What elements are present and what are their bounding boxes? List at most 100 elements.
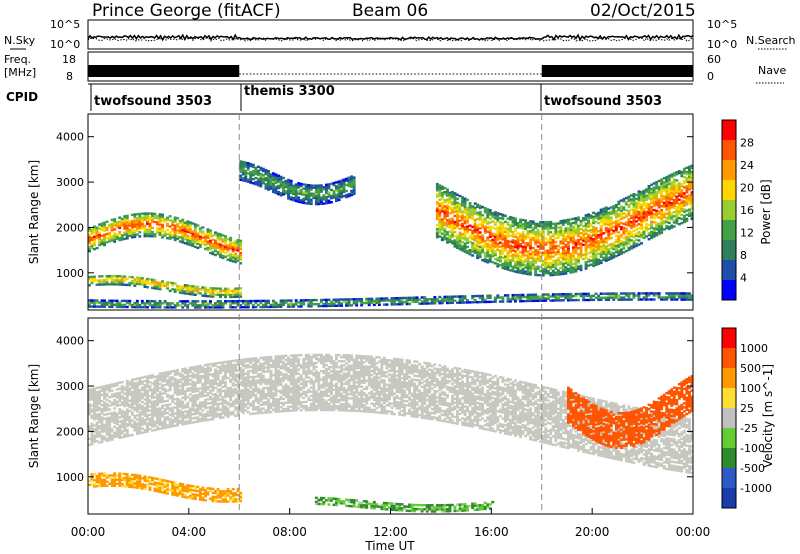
data-cell	[214, 247, 217, 251]
data-cell	[672, 211, 676, 214]
data-cell	[561, 295, 565, 298]
data-cell	[173, 420, 177, 423]
data-cell	[587, 233, 590, 237]
data-cell	[193, 223, 197, 226]
data-cell	[186, 224, 190, 227]
data-cell	[98, 406, 101, 409]
data-cell	[486, 230, 490, 233]
data-cell	[506, 243, 510, 247]
data-cell	[239, 241, 243, 245]
data-cell	[564, 266, 568, 269]
data-cell	[619, 225, 623, 229]
data-cell	[95, 228, 99, 231]
data-cell	[604, 206, 608, 209]
data-cell	[541, 239, 545, 242]
data-cell	[304, 196, 308, 199]
data-cell	[130, 305, 134, 309]
data-cell	[655, 223, 659, 227]
data-cell	[456, 295, 459, 298]
data-cell	[390, 301, 394, 304]
data-cell	[516, 262, 520, 266]
data-cell	[627, 222, 631, 225]
data-cell	[140, 299, 144, 303]
data-cell	[461, 222, 464, 226]
data-cell	[297, 196, 301, 199]
data-cell	[473, 243, 477, 246]
data-cell	[690, 215, 694, 219]
data-cell	[148, 423, 152, 427]
data-cell	[264, 301, 268, 305]
data-cell	[277, 176, 280, 179]
data-cell	[597, 240, 601, 243]
data-cell	[146, 389, 149, 392]
data-cell	[526, 252, 530, 255]
data-cell	[640, 207, 643, 210]
data-cell	[372, 303, 376, 307]
data-cell	[377, 299, 381, 302]
data-cell	[229, 295, 233, 299]
data-cell	[204, 243, 207, 246]
data-cell	[677, 294, 681, 297]
colorbar-swatch	[722, 140, 736, 161]
data-cell	[138, 428, 142, 431]
data-cell	[443, 229, 447, 233]
data-cell	[453, 196, 457, 199]
data-cell	[115, 237, 119, 240]
data-cell	[90, 437, 94, 440]
data-cell	[256, 169, 260, 173]
data-cell	[541, 274, 545, 277]
data-cell	[176, 288, 180, 292]
data-cell	[251, 163, 255, 167]
data-cell	[627, 248, 631, 252]
data-cell	[196, 300, 200, 303]
data-cell	[322, 186, 326, 189]
data-cell	[108, 301, 112, 304]
cpid-label: CPID	[6, 90, 38, 104]
data-cell	[501, 213, 505, 217]
data-cell	[216, 232, 220, 235]
data-cell	[418, 302, 422, 305]
data-cell	[690, 294, 694, 297]
data-cell	[531, 293, 535, 296]
data-cell	[95, 405, 99, 408]
data-cell	[582, 294, 585, 298]
data-cell	[188, 231, 192, 234]
data-cell	[599, 259, 603, 263]
data-cell	[582, 253, 585, 257]
data-cell	[622, 236, 626, 240]
data-cell	[198, 288, 202, 291]
data-cell	[642, 208, 646, 211]
noise-tick-bottom-left: 10^0	[50, 38, 80, 51]
data-cell	[589, 251, 593, 254]
data-cell	[325, 185, 328, 189]
data-cell	[567, 267, 570, 271]
data-cell	[113, 234, 117, 237]
data-cell	[186, 286, 190, 289]
data-cell	[146, 220, 149, 223]
data-cell	[680, 298, 684, 301]
data-cell	[135, 430, 139, 433]
data-cell	[685, 176, 689, 180]
data-cell	[246, 168, 250, 171]
data-cell	[130, 401, 134, 404]
data-cell	[148, 226, 152, 230]
data-cell	[456, 203, 459, 207]
data-cell	[156, 397, 159, 400]
data-cell	[549, 265, 553, 269]
data-cell	[88, 398, 91, 402]
data-cell	[473, 301, 477, 304]
data-cell	[95, 279, 99, 282]
data-cell	[587, 229, 590, 233]
data-cell	[632, 235, 636, 239]
data-cell	[456, 193, 459, 196]
data-cell	[609, 253, 613, 256]
data-cell	[204, 400, 207, 404]
data-cell	[501, 244, 505, 247]
data-cell	[597, 230, 601, 233]
data-cell	[148, 299, 152, 303]
date-title: 02/Oct/2015	[590, 1, 696, 21]
data-cell	[98, 435, 101, 438]
data-cell	[574, 249, 578, 253]
data-cell	[645, 204, 648, 208]
data-cell	[514, 252, 517, 255]
